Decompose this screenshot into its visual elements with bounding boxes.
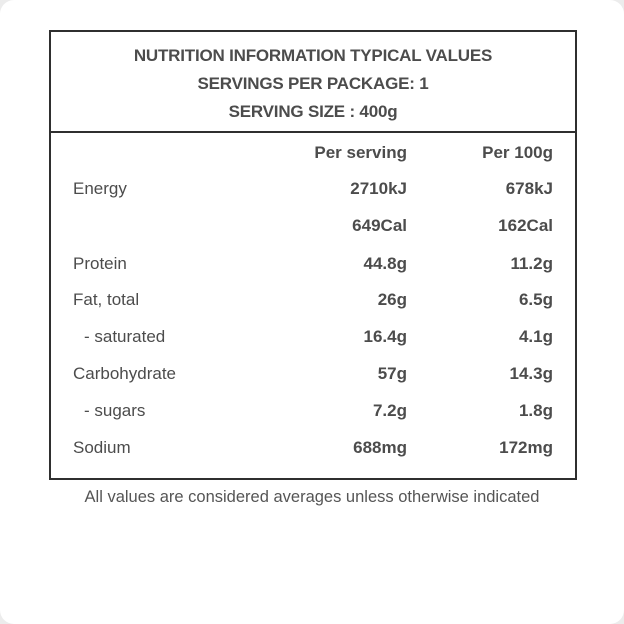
column-header-per-100g: Per 100g — [482, 143, 553, 162]
table-row: Carbohydrate 57g 14.3g — [51, 359, 575, 389]
per-100g-value: 162Cal — [498, 216, 553, 235]
table-row: - saturated 16.4g 4.1g — [51, 322, 575, 352]
nutrient-label: - sugars — [84, 401, 146, 420]
nutrient-label: Fat, total — [73, 290, 140, 309]
nutrition-panel: NUTRITION INFORMATION TYPICAL VALUES SER… — [49, 30, 577, 480]
table-row: - sugars 7.2g 1.8g — [51, 396, 575, 426]
footer-note: All values are considered averages unles… — [84, 488, 540, 506]
table-row: Fat, total 26g 6.5g — [51, 285, 575, 315]
table-row: Protein 44.8g 11.2g — [51, 249, 575, 279]
per-100g-value: 678kJ — [505, 179, 553, 198]
column-header-per-serving: Per serving — [314, 143, 407, 162]
table-row: Energy 2710kJ 678kJ — [51, 174, 575, 204]
per-100g-value: 4.1g — [518, 327, 553, 346]
per-100g-value: 11.2g — [510, 254, 553, 273]
nutrition-header: NUTRITION INFORMATION TYPICAL VALUES SER… — [51, 32, 575, 133]
nutrient-label: Energy — [73, 179, 127, 198]
per-serving-value: 26g — [377, 290, 407, 309]
nutrient-label: - saturated — [84, 327, 166, 346]
nutrient-label: Protein — [73, 254, 127, 273]
nutrient-label: Carbohydrate — [73, 364, 177, 383]
per-100g-value: 14.3g — [509, 364, 553, 383]
per-serving-value: 57g — [377, 364, 407, 383]
per-100g-value: 1.8g — [518, 401, 553, 420]
per-100g-value: 172mg — [499, 438, 553, 457]
per-serving-value: 7.2g — [372, 401, 407, 420]
serving-size: SERVING SIZE : 400g — [228, 102, 398, 121]
per-serving-value: 2710kJ — [350, 179, 407, 198]
table-row: 649Cal 162Cal — [51, 211, 575, 241]
per-serving-value: 649Cal — [352, 216, 407, 235]
per-serving-value: 44.8g — [363, 254, 407, 273]
column-header-row: Per serving Per 100g — [51, 138, 575, 168]
servings-per-package: SERVINGS PER PACKAGE: 1 — [197, 74, 429, 93]
per-serving-value: 688mg — [353, 438, 407, 457]
per-serving-value: 16.4g — [363, 327, 407, 346]
table-row: Sodium 688mg 172mg — [51, 433, 575, 463]
nutrient-label: Sodium — [73, 438, 131, 457]
per-100g-value: 6.5g — [518, 290, 553, 309]
header-title: NUTRITION INFORMATION TYPICAL VALUES — [133, 46, 493, 65]
